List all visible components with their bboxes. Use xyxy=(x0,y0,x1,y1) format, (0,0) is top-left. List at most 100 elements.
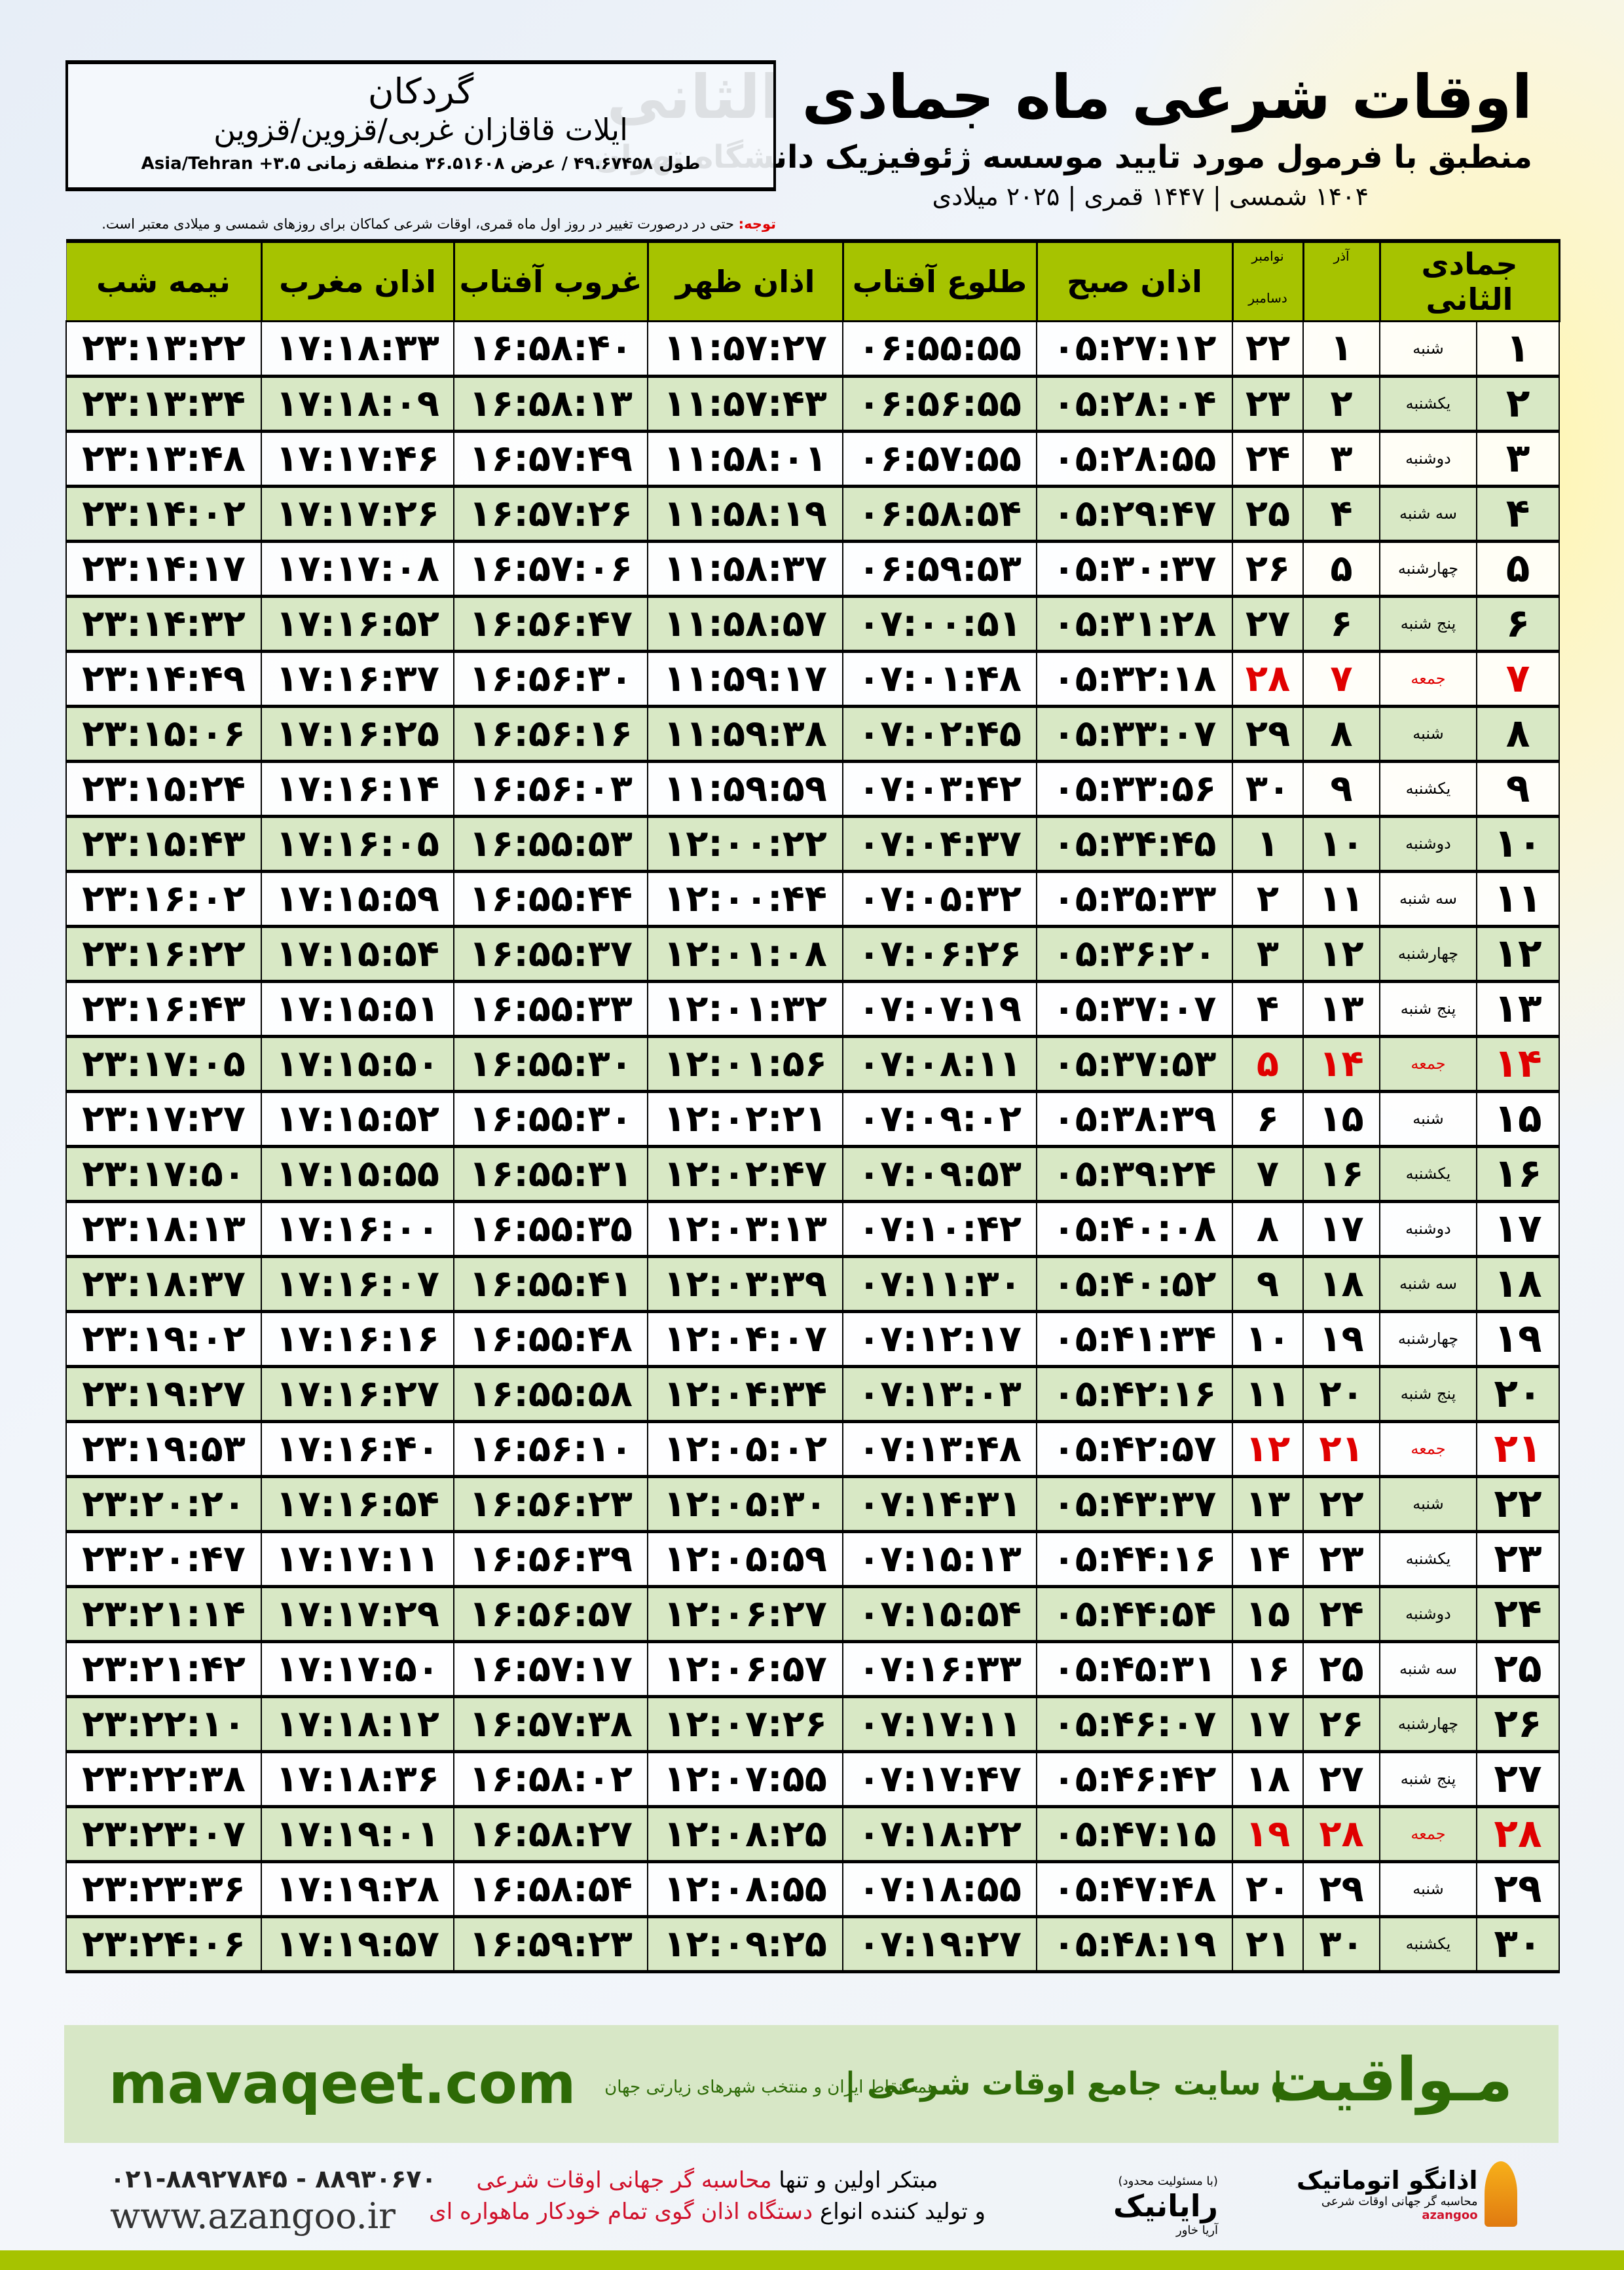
weekday: یکشنبه xyxy=(1378,1916,1478,1973)
table-row: ۸ شنبه ۸ ۲۹ ۰۵:۳۳:۰۷ ۰۷:۰۲:۴۵ ۱۱:۵۹:۳۸ ۱۶:۵۶:۱۶… xyxy=(65,705,1560,763)
sunrise-time: ۰۷:۱۷:۴۷ xyxy=(842,1751,1037,1808)
header-month: جمادی الثانی xyxy=(1379,239,1560,322)
sunset-time: ۱۶:۵۵:۳۳ xyxy=(453,980,648,1038)
sunset-time: ۱۶:۵۶:۴۷ xyxy=(453,595,648,653)
gregorian-day: ۲۸ xyxy=(1232,650,1304,708)
banner-url[interactable]: mavaqeet.com xyxy=(109,2051,576,2117)
table-row: ۲۴ دوشنبه ۲۴ ۱۵ ۰۵:۴۴:۵۴ ۰۷:۱۵:۵۴ ۱۲:۰۶:۲۷ ۱۶:۵… xyxy=(65,1586,1560,1643)
sunrise-time: ۰۷:۱۷:۱۱ xyxy=(842,1696,1037,1753)
weekday: چهارشنبه xyxy=(1378,925,1478,983)
gregorian-day: ۲۲ xyxy=(1232,320,1304,378)
weekday: پنج شنبه xyxy=(1378,1751,1478,1808)
maghrib-time: ۱۷:۱۶:۵۴ xyxy=(261,1476,454,1533)
azar-day: ۱۸ xyxy=(1302,1256,1380,1313)
hijri-day: ۲۷ xyxy=(1476,1751,1560,1808)
midnight-time: ۲۳:۱۹:۰۲ xyxy=(65,1311,262,1368)
azar-day: ۸ xyxy=(1302,705,1380,763)
table-row: ۲۱ جمعه ۲۱ ۱۲ ۰۵:۴۲:۵۷ ۰۷:۱۳:۴۸ ۱۲:۰۵:۰۲ ۱۶:۵۶:… xyxy=(65,1421,1560,1478)
dhuhr-time: ۱۲:۰۱:۰۸ xyxy=(647,925,843,983)
promo-1b: محاسبه گر جهانی اوقات شرعی xyxy=(476,2167,772,2193)
hijri-day: ۲۲ xyxy=(1476,1476,1560,1533)
hijri-day: ۲۰ xyxy=(1476,1366,1560,1423)
table-row: ۲۵ سه شنبه ۲۵ ۱۶ ۰۵:۴۵:۳۱ ۰۷:۱۶:۳۳ ۱۲:۰۶:۵۷ ۱۶:… xyxy=(65,1641,1560,1698)
midnight-time: ۲۳:۱۸:۱۳ xyxy=(65,1200,262,1258)
sunset-time: ۱۶:۵۶:۳۰ xyxy=(453,650,648,708)
maghrib-time: ۱۷:۱۷:۲۹ xyxy=(261,1586,454,1643)
table-row: ۳۰ یکشنبه ۳۰ ۲۱ ۰۵:۴۸:۱۹ ۰۷:۱۹:۲۷ ۱۲:۰۹:۲۵ ۱۶:۵… xyxy=(65,1916,1560,1973)
azar-day: ۲۰ xyxy=(1302,1366,1380,1423)
phone-numbers: ۰۲۱-۸۸۹۲۷۸۴۵ - ۸۸۹۳۰۶۷۰ xyxy=(110,2165,437,2193)
sunrise-time: ۰۷:۰۰:۵۱ xyxy=(842,595,1037,653)
table-row: ۴ سه شنبه ۴ ۲۵ ۰۵:۲۹:۴۷ ۰۶:۵۸:۵۴ ۱۱:۵۸:۱۹ ۱۶:۵۷… xyxy=(65,485,1560,543)
azar-day: ۱۰ xyxy=(1302,815,1380,873)
gregorian-day: ۲۷ xyxy=(1232,595,1304,653)
sunrise-time: ۰۷:۱۸:۵۵ xyxy=(842,1861,1037,1918)
azar-day: ۲۶ xyxy=(1302,1696,1380,1753)
sunset-time: ۱۶:۵۶:۰۳ xyxy=(453,760,648,818)
table-row: ۲ یکشنبه ۲ ۲۳ ۰۵:۲۸:۰۴ ۰۶:۵۶:۵۵ ۱۱:۵۷:۴۳ ۱۶:۵۸:… xyxy=(65,375,1560,433)
hijri-day: ۷ xyxy=(1476,650,1560,708)
sunset-time: ۱۶:۵۸:۵۴ xyxy=(453,1861,648,1918)
maghrib-time: ۱۷:۱۷:۲۶ xyxy=(261,485,454,543)
header-gregorian: نوامبر دسامبر xyxy=(1232,239,1304,322)
header-azar: آذر xyxy=(1302,239,1381,322)
dhuhr-time: ۱۲:۰۲:۲۱ xyxy=(647,1090,843,1148)
fajr-time: ۰۵:۴۲:۱۶ xyxy=(1036,1366,1233,1423)
midnight-time: ۲۳:۱۴:۱۷ xyxy=(65,540,262,598)
fajr-time: ۰۵:۴۳:۳۷ xyxy=(1036,1476,1233,1533)
maghrib-time: ۱۷:۱۷:۵۰ xyxy=(261,1641,454,1698)
midnight-time: ۲۳:۱۴:۳۲ xyxy=(65,595,262,653)
table-row: ۱۹ چهارشنبه ۱۹ ۱۰ ۰۵:۴۱:۳۴ ۰۷:۱۲:۱۷ ۱۲:۰۴:۰۷ ۱۶… xyxy=(65,1311,1560,1368)
fajr-time: ۰۵:۴۷:۱۵ xyxy=(1036,1806,1233,1863)
coordinates: طول ۴۹.۶۷۴۵۸ / عرض ۳۶.۵۱۶۰۸ منطقه زمانی … xyxy=(141,154,701,174)
azar-day: ۲۵ xyxy=(1302,1641,1380,1698)
sunset-time: ۱۶:۵۶:۳۹ xyxy=(453,1531,648,1588)
maghrib-time: ۱۷:۱۹:۵۷ xyxy=(261,1916,454,1973)
dhuhr-time: ۱۲:۰۸:۲۵ xyxy=(647,1806,843,1863)
dhuhr-time: ۱۲:۰۰:۲۲ xyxy=(647,815,843,873)
fajr-time: ۰۵:۲۹:۴۷ xyxy=(1036,485,1233,543)
dhuhr-time: ۱۱:۵۷:۲۷ xyxy=(647,320,843,378)
hijri-day: ۹ xyxy=(1476,760,1560,818)
table-row: ۱۶ یکشنبه ۱۶ ۷ ۰۵:۳۹:۲۴ ۰۷:۰۹:۵۳ ۱۲:۰۲:۴۷ ۱۶:۵۵… xyxy=(65,1145,1560,1203)
table-row: ۵ چهارشنبه ۵ ۲۶ ۰۵:۳۰:۳۷ ۰۶:۵۹:۵۳ ۱۱:۵۸:۳۷ ۱۶:۵… xyxy=(65,540,1560,598)
maghrib-time: ۱۷:۱۸:۱۲ xyxy=(261,1696,454,1753)
weekday: جمعه xyxy=(1378,1421,1478,1478)
maghrib-time: ۱۷:۱۶:۲۷ xyxy=(261,1366,454,1423)
hijri-day: ۲۳ xyxy=(1476,1531,1560,1588)
midnight-time: ۲۳:۱۷:۰۵ xyxy=(65,1035,262,1093)
midnight-time: ۲۳:۱۶:۰۲ xyxy=(65,870,262,928)
dhuhr-time: ۱۲:۰۴:۰۷ xyxy=(647,1311,843,1368)
weekday: یکشنبه xyxy=(1378,760,1478,818)
dhuhr-time: ۱۲:۰۲:۴۷ xyxy=(647,1145,843,1203)
hijri-day: ۲۸ xyxy=(1476,1806,1560,1863)
midnight-time: ۲۳:۲۴:۰۶ xyxy=(65,1916,262,1973)
sunrise-time: ۰۷:۱۱:۳۰ xyxy=(842,1256,1037,1313)
midnight-time: ۲۳:۲۲:۳۸ xyxy=(65,1751,262,1808)
rayanik-small: (با مسئولیت محدود) xyxy=(1118,2174,1218,2188)
midnight-time: ۲۳:۱۶:۲۲ xyxy=(65,925,262,983)
gregorian-day: ۸ xyxy=(1232,1200,1304,1258)
website-link[interactable]: www.azangoo.ir xyxy=(110,2195,396,2237)
hijri-day: ۳ xyxy=(1476,430,1560,488)
weekday: سه شنبه xyxy=(1378,1641,1478,1698)
midnight-time: ۲۳:۱۸:۳۷ xyxy=(65,1256,262,1313)
hijri-day: ۱۳ xyxy=(1476,980,1560,1038)
maghrib-time: ۱۷:۱۶:۰۷ xyxy=(261,1256,454,1313)
gregorian-day: ۱۳ xyxy=(1232,1476,1304,1533)
midnight-time: ۲۳:۱۳:۲۲ xyxy=(65,320,262,378)
hijri-day: ۲۹ xyxy=(1476,1861,1560,1918)
sunrise-time: ۰۷:۰۵:۳۲ xyxy=(842,870,1037,928)
midnight-time: ۲۳:۱۷:۲۷ xyxy=(65,1090,262,1148)
header-november: نوامبر xyxy=(1251,248,1284,264)
maghrib-time: ۱۷:۱۶:۴۰ xyxy=(261,1421,454,1478)
maghrib-time: ۱۷:۱۶:۳۷ xyxy=(261,650,454,708)
table-row: ۲۷ پنج شنبه ۲۷ ۱۸ ۰۵:۴۶:۴۲ ۰۷:۱۷:۴۷ ۱۲:۰۷:۵۵ ۱۶… xyxy=(65,1751,1560,1808)
dhuhr-time: ۱۲:۰۱:۳۲ xyxy=(647,980,843,1038)
sunrise-time: ۰۷:۱۸:۲۲ xyxy=(842,1806,1037,1863)
fajr-time: ۰۵:۴۲:۵۷ xyxy=(1036,1421,1233,1478)
dhuhr-time: ۱۲:۰۰:۴۴ xyxy=(647,870,843,928)
table-row: ۱ شنبه ۱ ۲۲ ۰۵:۲۷:۱۲ ۰۶:۵۵:۵۵ ۱۱:۵۷:۲۷ ۱۶:۵۸:۴۰… xyxy=(65,320,1560,378)
fajr-time: ۰۵:۴۷:۴۸ xyxy=(1036,1861,1233,1918)
azar-day: ۲۲ xyxy=(1302,1476,1380,1533)
